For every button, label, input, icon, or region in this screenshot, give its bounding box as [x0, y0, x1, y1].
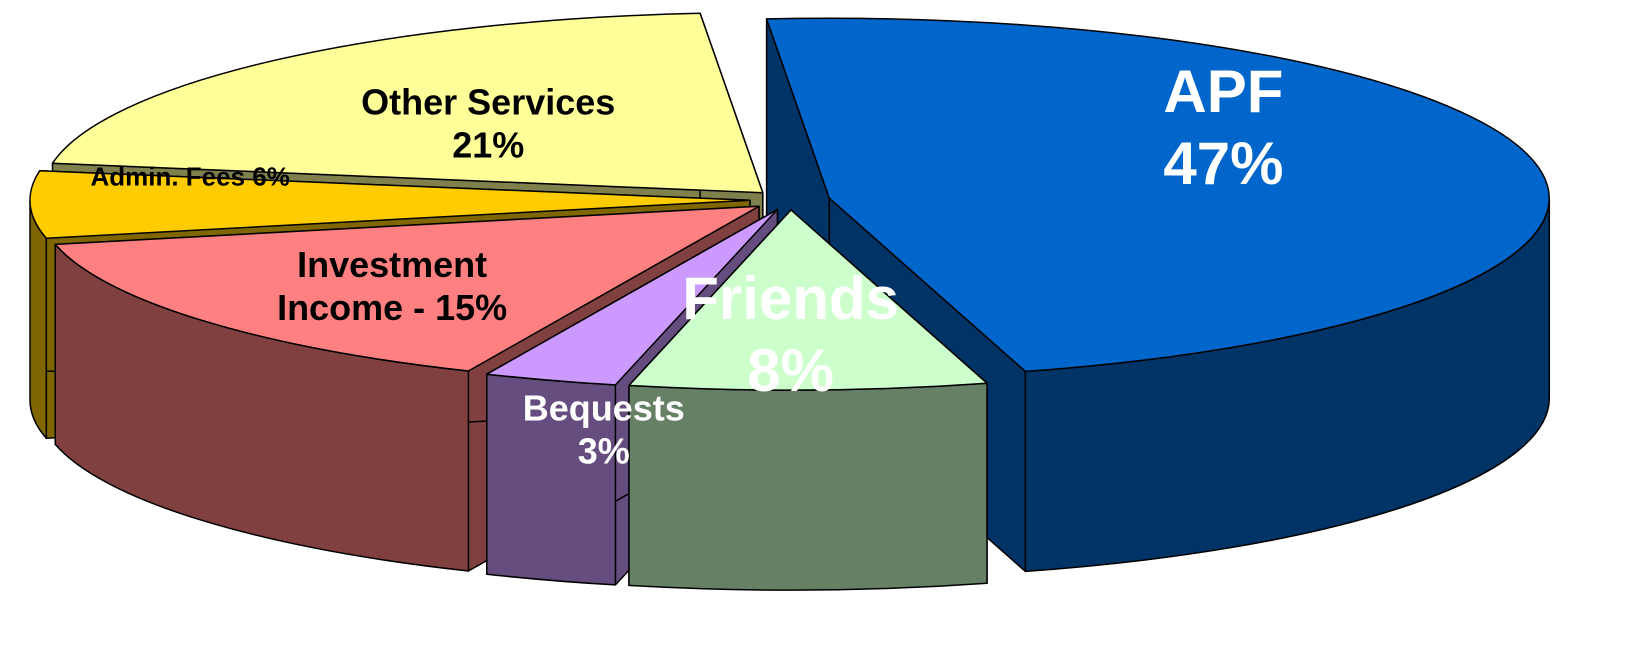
- slice-top: [29, 170, 751, 240]
- data-label: Other Services: [361, 82, 615, 123]
- data-label: Friends: [682, 265, 899, 332]
- data-label: 21%: [452, 125, 524, 166]
- slice-top: [54, 205, 760, 372]
- slice-top: [51, 12, 764, 194]
- slice: [628, 209, 988, 591]
- slice-top: [765, 17, 1550, 373]
- slice-top: [628, 209, 988, 391]
- slice-top: [486, 208, 779, 386]
- data-label: 3%: [578, 431, 630, 472]
- data-label: Investment: [297, 244, 487, 285]
- data-label: 47%: [1163, 130, 1283, 197]
- data-label: APF: [1163, 58, 1283, 125]
- data-label: 8%: [747, 337, 834, 404]
- data-label: Bequests: [523, 387, 685, 428]
- data-label: Admin. Fees 6%: [90, 161, 289, 191]
- data-label: Income - 15%: [277, 287, 507, 328]
